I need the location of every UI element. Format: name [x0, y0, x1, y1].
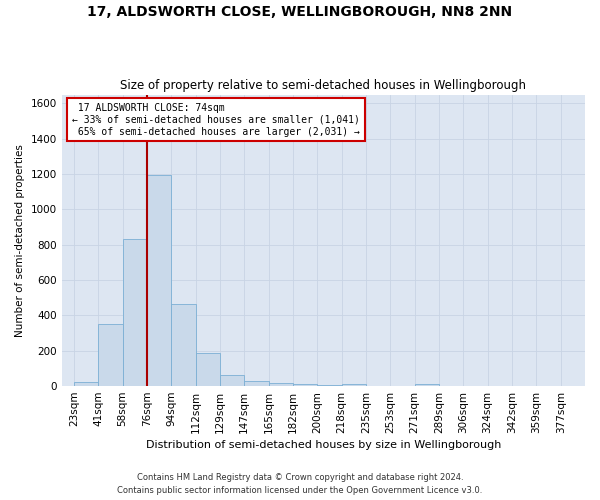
Title: Size of property relative to semi-detached houses in Wellingborough: Size of property relative to semi-detach…	[121, 79, 526, 92]
Bar	[98, 324, 122, 386]
Text: 17 ALDSWORTH CLOSE: 74sqm
← 33% of semi-detached houses are smaller (1,041)
 65%: 17 ALDSWORTH CLOSE: 74sqm ← 33% of semi-…	[72, 104, 360, 136]
Bar	[74, 382, 98, 386]
Bar	[269, 384, 293, 386]
Text: Contains HM Land Registry data © Crown copyright and database right 2024.
Contai: Contains HM Land Registry data © Crown c…	[118, 474, 482, 495]
Bar	[341, 384, 366, 386]
Bar	[171, 304, 196, 386]
Bar	[415, 384, 439, 386]
Bar	[244, 381, 269, 386]
Text: 17, ALDSWORTH CLOSE, WELLINGBOROUGH, NN8 2NN: 17, ALDSWORTH CLOSE, WELLINGBOROUGH, NN8…	[88, 5, 512, 19]
Bar	[147, 175, 171, 386]
X-axis label: Distribution of semi-detached houses by size in Wellingborough: Distribution of semi-detached houses by …	[146, 440, 501, 450]
Bar	[220, 376, 244, 386]
Bar	[196, 354, 220, 386]
Bar	[293, 384, 317, 386]
Y-axis label: Number of semi-detached properties: Number of semi-detached properties	[15, 144, 25, 337]
Bar	[122, 240, 147, 386]
Bar	[317, 384, 341, 386]
